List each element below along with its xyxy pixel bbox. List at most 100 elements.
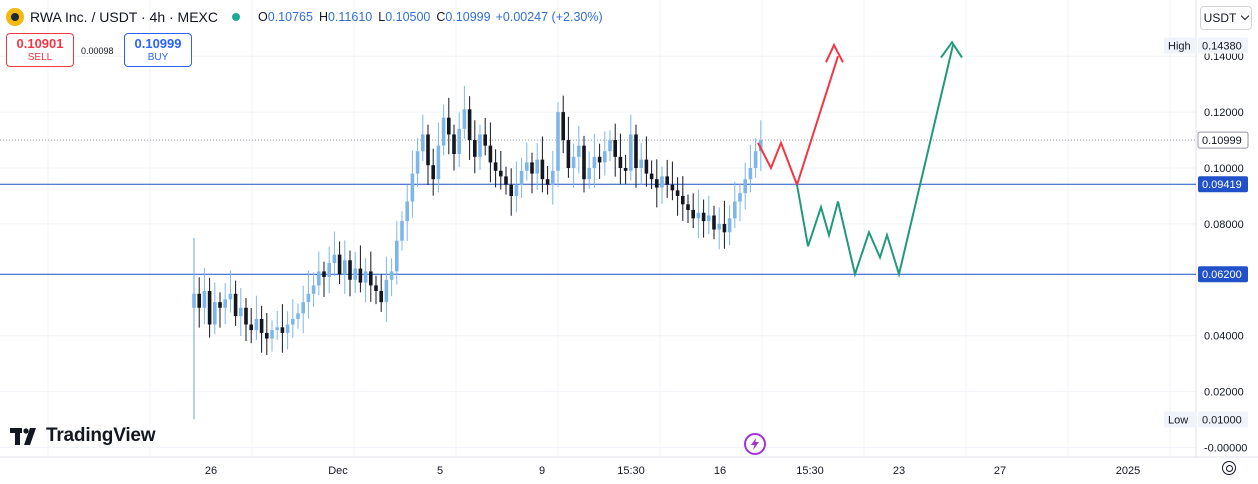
candle-body[interactable] xyxy=(270,330,274,339)
candle-body[interactable] xyxy=(410,173,415,202)
candle-body[interactable] xyxy=(317,271,321,286)
candle-body[interactable] xyxy=(306,293,311,303)
candle-body[interactable] xyxy=(649,173,654,180)
candle-body[interactable] xyxy=(748,168,753,180)
candle-body[interactable] xyxy=(415,151,420,174)
candle-body[interactable] xyxy=(551,170,555,185)
candle-body[interactable] xyxy=(655,179,659,188)
candle-body[interactable] xyxy=(639,159,643,168)
candle-body[interactable] xyxy=(499,170,503,177)
candle-body[interactable] xyxy=(348,260,352,280)
tradingview-logo[interactable]: TradingView xyxy=(10,425,156,447)
candle-body[interactable] xyxy=(337,254,342,275)
candle-body[interactable] xyxy=(717,223,721,230)
candle-body[interactable] xyxy=(213,302,217,325)
candle-body[interactable] xyxy=(681,195,685,205)
candle-body[interactable] xyxy=(233,293,238,317)
candle-body[interactable] xyxy=(301,302,305,314)
candle-body[interactable] xyxy=(571,156,576,168)
candle-body[interactable] xyxy=(285,324,290,333)
candle-body[interactable] xyxy=(353,268,357,280)
candle-body[interactable] xyxy=(556,112,560,171)
candle-body[interactable] xyxy=(441,117,446,146)
settings-gear-icon[interactable] xyxy=(1222,461,1236,475)
candle-body[interactable] xyxy=(223,299,227,308)
candle-body[interactable] xyxy=(629,134,633,171)
candle-body[interactable] xyxy=(332,254,337,264)
symbol-title[interactable]: RWA Inc. / USDT · 4h · MEXC xyxy=(30,9,219,25)
candle-body[interactable] xyxy=(592,156,597,168)
candle-body[interactable] xyxy=(447,117,451,135)
candle-body[interactable] xyxy=(733,201,737,219)
candle-body[interactable] xyxy=(379,290,383,303)
candle-body[interactable] xyxy=(608,140,612,152)
candle-body[interactable] xyxy=(561,112,565,141)
candle-body[interactable] xyxy=(514,184,519,196)
candle-body[interactable] xyxy=(457,128,461,155)
candle-body[interactable] xyxy=(462,109,467,129)
candle-body[interactable] xyxy=(623,168,628,171)
candle-body[interactable] xyxy=(582,145,586,180)
candle-body[interactable] xyxy=(228,293,233,300)
candle-body[interactable] xyxy=(634,134,638,168)
candle-body[interactable] xyxy=(530,162,534,174)
candle-body[interactable] xyxy=(597,156,602,163)
candle-body[interactable] xyxy=(509,184,513,196)
candle-body[interactable] xyxy=(686,204,690,210)
candle-body[interactable] xyxy=(759,140,763,152)
candle-body[interactable] xyxy=(660,176,664,188)
candle-body[interactable] xyxy=(722,223,727,233)
candle-body[interactable] xyxy=(540,159,545,180)
candle-body[interactable] xyxy=(395,240,399,272)
candle-body[interactable] xyxy=(363,271,368,283)
candle-body[interactable] xyxy=(493,162,498,171)
candle-body[interactable] xyxy=(369,271,373,286)
candle-body[interactable] xyxy=(405,201,409,222)
candle-body[interactable] xyxy=(311,285,316,294)
candle-body[interactable] xyxy=(473,140,477,157)
candle-body[interactable] xyxy=(618,156,623,168)
candle-body[interactable] xyxy=(488,145,493,163)
candle-body[interactable] xyxy=(436,145,441,180)
candle-body[interactable] xyxy=(478,134,482,157)
candle-body[interactable] xyxy=(400,221,404,241)
candle-body[interactable] xyxy=(603,151,607,163)
candle-body[interactable] xyxy=(197,293,201,308)
candle-body[interactable] xyxy=(691,209,695,219)
candle-body[interactable] xyxy=(291,318,295,325)
candle-body[interactable] xyxy=(259,318,264,333)
candle-body[interactable] xyxy=(644,159,649,174)
candle-body[interactable] xyxy=(207,290,212,325)
candle-body[interactable] xyxy=(587,168,591,180)
projection-red-path[interactable] xyxy=(757,55,839,188)
candle-body[interactable] xyxy=(727,218,732,233)
candle-body[interactable] xyxy=(452,134,456,155)
buy-button[interactable]: 0.10999 BUY xyxy=(124,33,192,67)
candle-body[interactable] xyxy=(670,184,675,191)
candle-body[interactable] xyxy=(202,290,207,308)
candle-body[interactable] xyxy=(244,307,248,325)
candle-body[interactable] xyxy=(280,327,285,333)
candle-body[interactable] xyxy=(738,193,742,202)
candle-body[interactable] xyxy=(426,134,430,166)
candle-body[interactable] xyxy=(545,179,550,185)
candle-body[interactable] xyxy=(577,145,581,157)
candle-body[interactable] xyxy=(265,332,269,339)
currency-select[interactable]: USDT xyxy=(1200,6,1252,30)
flash-icon[interactable] xyxy=(744,433,766,455)
candle-body[interactable] xyxy=(218,302,222,308)
candle-body[interactable] xyxy=(665,176,669,185)
candle-body[interactable] xyxy=(322,271,326,278)
candle-body[interactable] xyxy=(249,324,253,331)
candle-body[interactable] xyxy=(275,327,279,331)
candle-body[interactable] xyxy=(753,151,758,168)
candle-body[interactable] xyxy=(374,285,378,291)
projection-green-path[interactable] xyxy=(796,44,954,279)
candle-body[interactable] xyxy=(701,212,706,222)
candle-body[interactable] xyxy=(743,179,747,194)
candle-body[interactable] xyxy=(327,263,331,278)
candle-body[interactable] xyxy=(431,165,435,180)
candle-body[interactable] xyxy=(358,268,363,283)
candle-body[interactable] xyxy=(504,176,508,185)
